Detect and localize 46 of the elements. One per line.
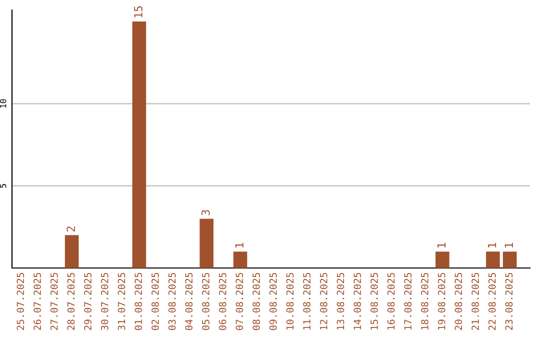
x-tick-label: 26.07.2025 xyxy=(34,272,41,330)
x-tick-label: 12.08.2025 xyxy=(320,272,328,330)
bar xyxy=(486,252,500,268)
x-tick-label: 16.08.2025 xyxy=(387,272,395,330)
data-label: 1 xyxy=(488,242,496,248)
y-tick-label: 10 xyxy=(0,99,6,108)
x-tick-label: 06.08.2025 xyxy=(218,272,226,330)
bar xyxy=(233,252,248,268)
data-label: 1 xyxy=(504,242,513,248)
data-label: 15 xyxy=(134,6,142,18)
bar xyxy=(435,252,450,268)
data-label: 2 xyxy=(66,226,75,232)
data-label: 1 xyxy=(437,242,446,248)
x-tick-label: 30.07.2025 xyxy=(100,272,108,330)
x-tick-label: 21.08.2025 xyxy=(472,272,479,330)
x-tick-label: 10.08.2025 xyxy=(286,272,294,330)
x-tick-label: 05.08.2025 xyxy=(202,272,210,330)
x-tick-label: 15.08.2025 xyxy=(370,272,378,330)
x-tick-label: 25.07.2025 xyxy=(16,272,24,330)
x-tick-label: 18.08.2025 xyxy=(421,272,428,330)
x-tick-label: 11.08.2025 xyxy=(303,272,310,330)
x-tick-label: 14.08.2025 xyxy=(354,272,362,330)
x-tick-label: 04.08.2025 xyxy=(185,272,193,330)
x-tick-label: 28.07.2025 xyxy=(67,272,75,330)
x-tick-label: 08.08.2025 xyxy=(252,272,260,330)
x-tick-label: 27.07.2025 xyxy=(50,272,58,330)
x-tick-label: 23.08.2025 xyxy=(505,272,513,330)
x-tick-label: 13.08.2025 xyxy=(336,272,344,330)
data-label: 1 xyxy=(235,242,244,248)
x-tick-label: 07.08.2025 xyxy=(236,272,244,330)
x-tick-label: 31.07.2025 xyxy=(118,272,126,330)
x-tick-label: 20.08.2025 xyxy=(454,272,462,330)
bar xyxy=(132,22,146,268)
x-tick-label: 01.08.2025 xyxy=(134,272,142,330)
bar xyxy=(64,235,79,268)
x-tick-label: 09.08.2025 xyxy=(269,272,277,330)
x-tick-label: 03.08.2025 xyxy=(168,272,176,330)
data-label: 3 xyxy=(201,210,210,216)
x-tick-label: 17.08.2025 xyxy=(404,272,412,330)
bar xyxy=(502,252,517,268)
x-tick-label: 29.07.2025 xyxy=(84,272,92,330)
x-tick-label: 22.08.2025 xyxy=(488,272,496,330)
bar xyxy=(200,218,214,268)
x-tick-label: 19.08.2025 xyxy=(438,272,446,330)
x-tick-label: 02.08.2025 xyxy=(152,272,159,330)
y-tick-label: 5 xyxy=(0,184,6,188)
